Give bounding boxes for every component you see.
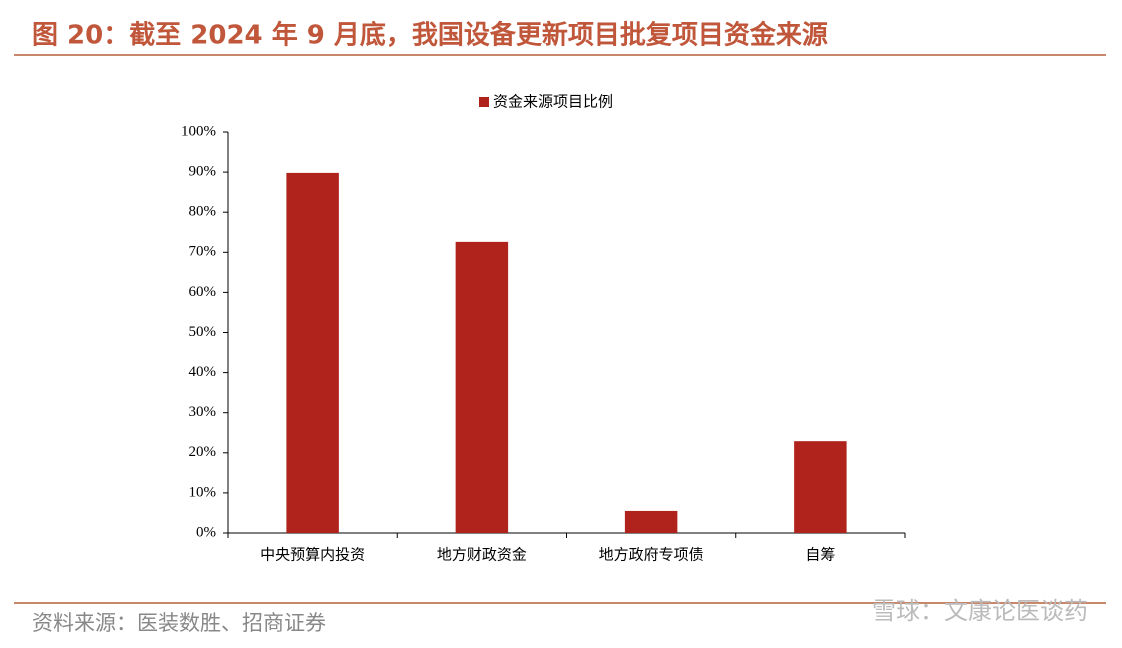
y-tick-label: 100%: [181, 123, 216, 139]
bar: [794, 441, 847, 533]
source-note: 资料来源：医装数胜、招商证券: [32, 611, 326, 635]
x-tick-label: 地方政府专项债: [599, 546, 704, 564]
y-tick-label: 20%: [189, 444, 217, 460]
watermark: 雪球：文康论医谈药: [872, 597, 1088, 625]
y-tick-label: 50%: [189, 324, 217, 340]
x-tick-label: 自筹: [805, 546, 835, 564]
x-tick-label: 地方财政资金: [437, 546, 527, 564]
legend-swatch: [479, 97, 489, 107]
y-tick-label: 70%: [189, 244, 217, 260]
y-tick-label: 10%: [189, 484, 217, 500]
bar: [624, 510, 678, 533]
y-tick-label: 90%: [189, 164, 217, 180]
y-tick-label: 40%: [189, 364, 217, 380]
x-tick-label: 中央预算内投资: [260, 546, 365, 564]
y-tick-label: 80%: [189, 204, 217, 220]
y-tick-label: 60%: [189, 284, 217, 300]
bar: [286, 172, 339, 534]
chart-title: 图 20：截至 2024 年 9 月底，我国设备更新项目批复项目资金来源: [32, 20, 828, 51]
y-tick-label: 0%: [196, 524, 216, 540]
y-tick-label: 30%: [189, 404, 217, 420]
bar: [455, 241, 509, 533]
legend-label: 资金来源项目比例: [493, 93, 613, 111]
